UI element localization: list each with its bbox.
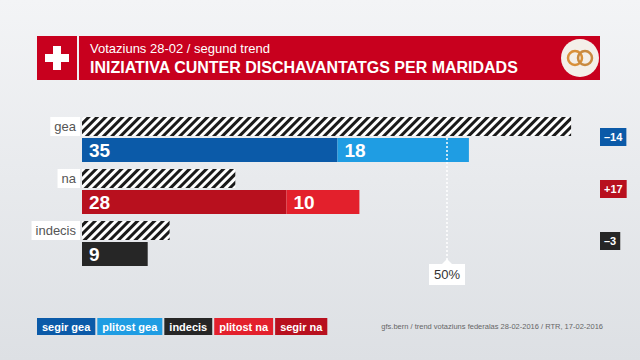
flag: [37, 36, 77, 80]
legend-swatch: [97, 318, 162, 335]
reference-pointer: [442, 259, 452, 264]
legend-swatch: [275, 318, 327, 335]
change-box: [600, 232, 620, 250]
legend-swatch: [164, 318, 212, 335]
header-banner: [79, 36, 600, 80]
change: –3: [600, 232, 620, 250]
change-label: +17: [604, 183, 623, 195]
change: +17: [600, 180, 627, 198]
title: INIZIATIVA CUNTER DISCHAVANTATGS PER MAR…: [90, 59, 518, 76]
previous-bar: [82, 117, 571, 136]
bar-segment: [286, 190, 359, 214]
previous-bar: [82, 221, 170, 240]
category-label: na: [62, 171, 77, 186]
change-label: –3: [604, 235, 616, 247]
data-label: 10: [293, 192, 314, 213]
header-icon-ring: [578, 51, 592, 65]
legend-label: indecis: [169, 321, 207, 333]
legend: segir gea plitost gea indecis plitost na seg…: [37, 318, 327, 335]
category-label-box: [58, 169, 80, 188]
legend-swatch: [214, 318, 273, 335]
reference-line: [446, 138, 448, 260]
legend-label: plitost gea: [102, 321, 158, 333]
data-label: 35: [89, 140, 111, 161]
subtitle: Votaziuns 28-02 / segund trend: [90, 41, 270, 56]
data-label: 18: [345, 140, 366, 161]
category-label-box: [50, 117, 80, 136]
marks: [82, 117, 571, 266]
source: gfs.bern / trend votaziuns federalas 28-…: [381, 322, 603, 331]
legend-label: segir na: [280, 321, 323, 333]
legend-item: indecis: [164, 318, 212, 335]
legend-item: segir na: [275, 318, 327, 335]
reference-box: [429, 264, 465, 285]
change-box: [600, 128, 626, 146]
legend-swatch: [37, 318, 95, 335]
data-label: 28: [89, 192, 110, 213]
bar-segment: [338, 138, 469, 162]
data-label: 9: [89, 244, 100, 265]
bar-segment: [82, 138, 338, 162]
legend-label: plitost na: [219, 321, 269, 333]
labels: gea 35 18 –14 na 28 10 +17 indecis 9 –3 50%: [32, 117, 627, 285]
previous-bar: [82, 169, 235, 188]
background: [0, 0, 640, 360]
category-label: gea: [54, 119, 76, 134]
header-icon: [561, 39, 599, 77]
legend-item: plitost na: [214, 318, 273, 335]
chart: Votaziuns 28-02 / segund trend INIZIATIVA…: [0, 0, 640, 360]
bar-segment: [82, 190, 286, 214]
flag-cross: [45, 54, 69, 62]
category-label: indecis: [36, 223, 77, 238]
change-label: –14: [604, 131, 623, 143]
bar-segment: [82, 242, 148, 266]
change-box: [600, 180, 627, 198]
category-label-box: [32, 221, 80, 240]
legend-item: plitost gea: [97, 318, 162, 335]
change: –14: [600, 128, 626, 146]
reference-label: 50%: [434, 267, 460, 282]
legend-item: segir gea: [37, 318, 95, 335]
legend-label: segir gea: [42, 321, 91, 333]
